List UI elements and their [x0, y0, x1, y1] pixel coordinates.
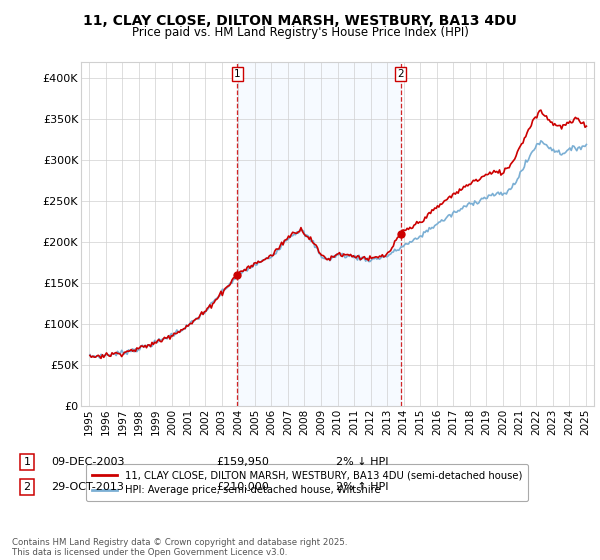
Text: 2% ↑ HPI: 2% ↑ HPI — [336, 482, 389, 492]
Text: 29-OCT-2013: 29-OCT-2013 — [51, 482, 124, 492]
Legend: 11, CLAY CLOSE, DILTON MARSH, WESTBURY, BA13 4DU (semi-detached house), HPI: Ave: 11, CLAY CLOSE, DILTON MARSH, WESTBURY, … — [86, 464, 529, 501]
Text: 09-DEC-2003: 09-DEC-2003 — [51, 457, 125, 467]
Text: 2: 2 — [398, 69, 404, 79]
Text: 2: 2 — [23, 482, 31, 492]
Text: Price paid vs. HM Land Registry's House Price Index (HPI): Price paid vs. HM Land Registry's House … — [131, 26, 469, 39]
Text: Contains HM Land Registry data © Crown copyright and database right 2025.
This d: Contains HM Land Registry data © Crown c… — [12, 538, 347, 557]
Bar — [237, 62, 401, 406]
Text: £210,000: £210,000 — [216, 482, 269, 492]
Text: £159,950: £159,950 — [216, 457, 269, 467]
Text: 1: 1 — [23, 457, 31, 467]
Text: 2% ↓ HPI: 2% ↓ HPI — [336, 457, 389, 467]
Text: 1: 1 — [234, 69, 241, 79]
Text: 11, CLAY CLOSE, DILTON MARSH, WESTBURY, BA13 4DU: 11, CLAY CLOSE, DILTON MARSH, WESTBURY, … — [83, 14, 517, 28]
